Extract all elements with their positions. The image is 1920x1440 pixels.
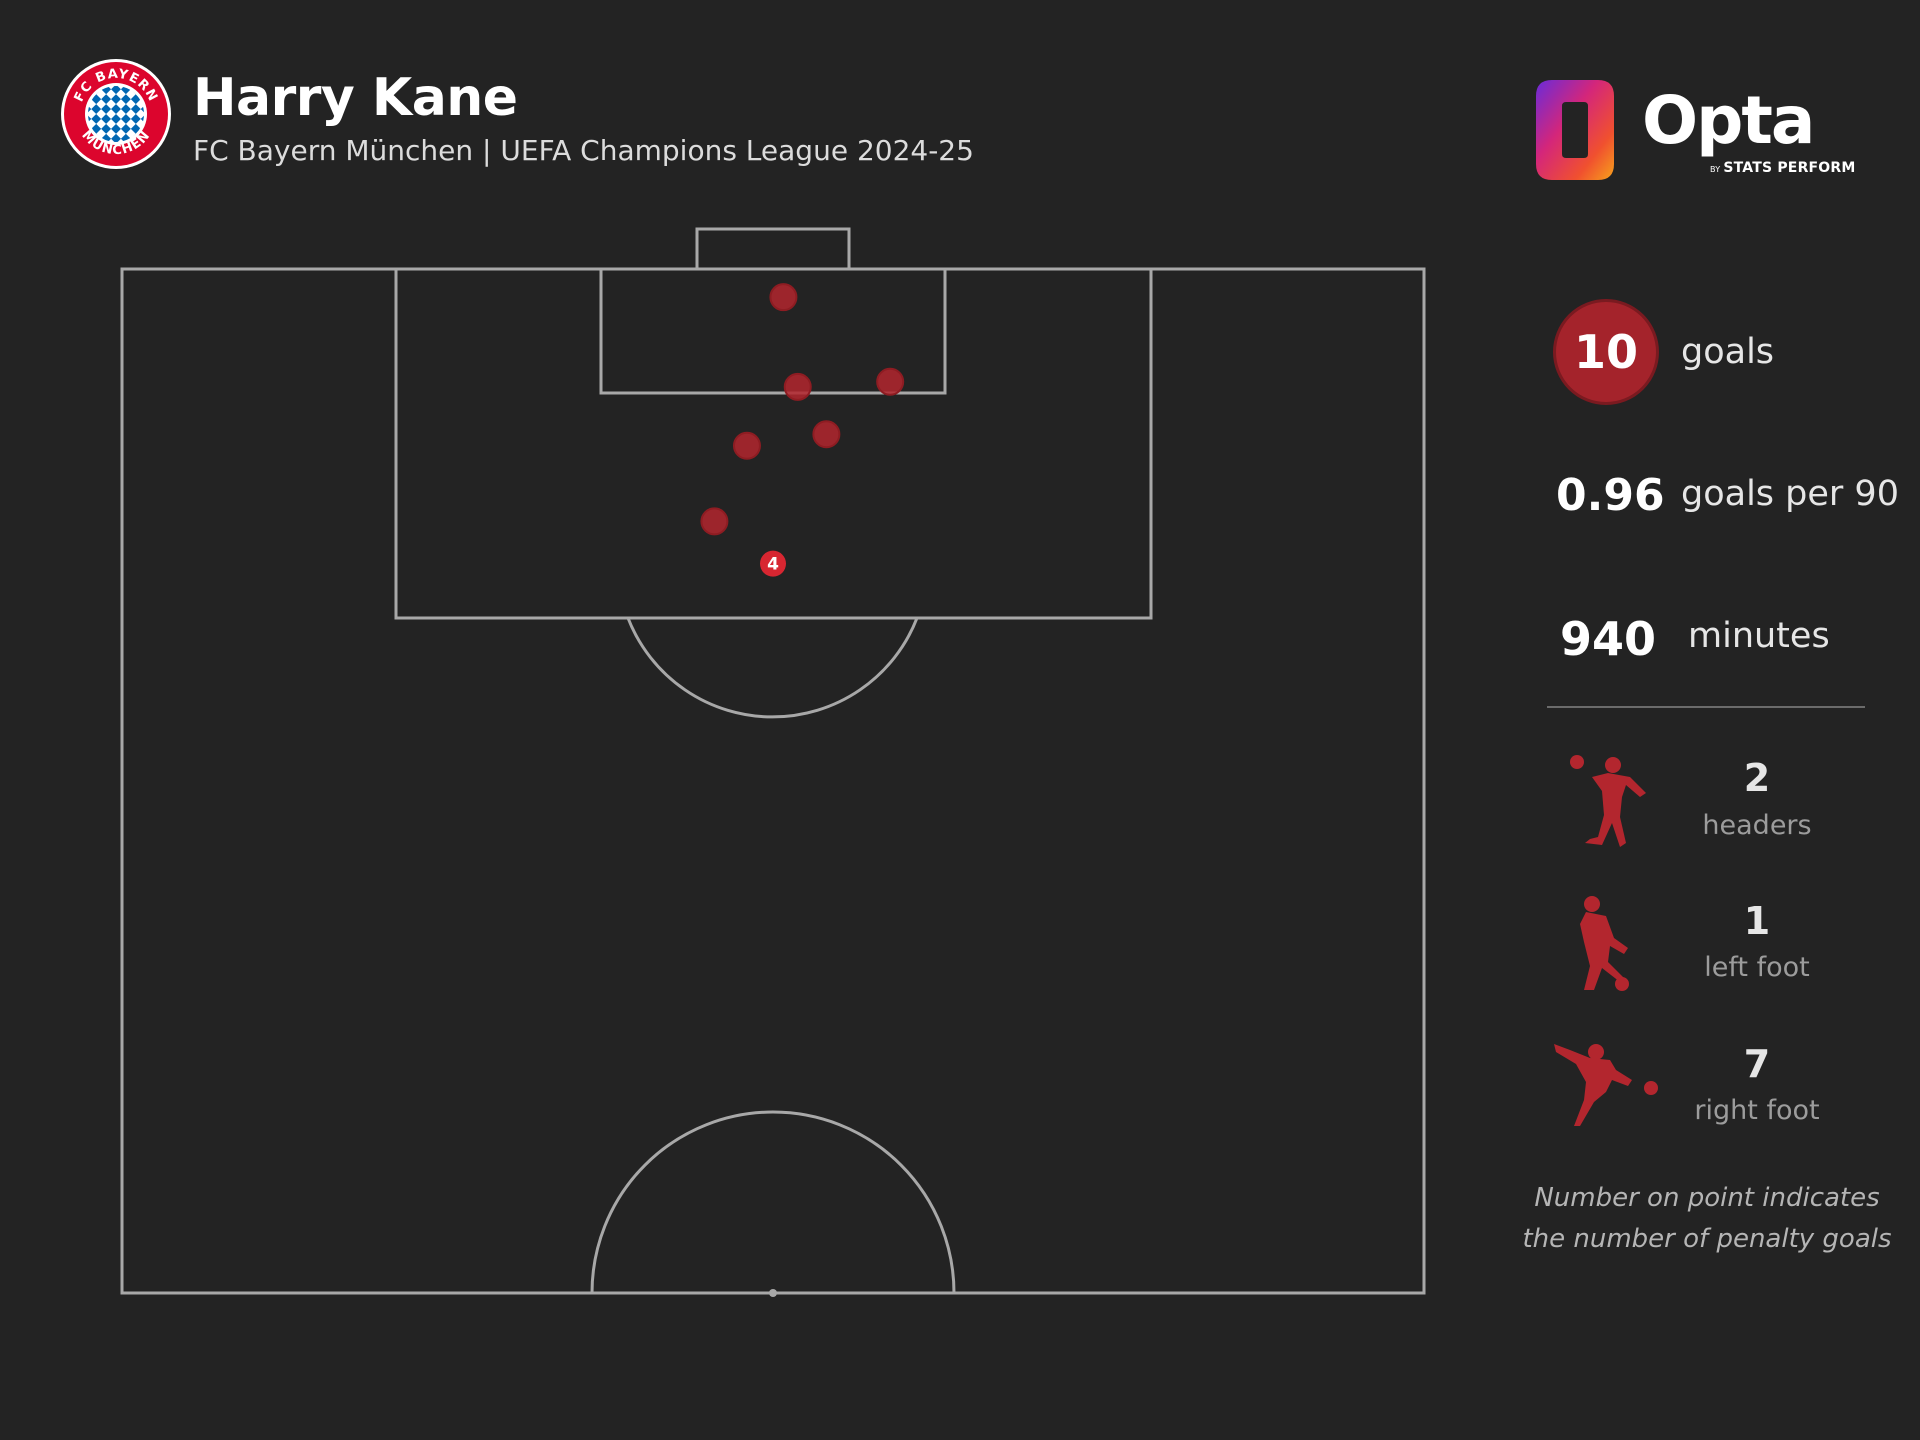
left-foot-count: 1 — [1743, 899, 1771, 943]
goal-point — [812, 420, 841, 449]
left-foot-player-icon — [1580, 896, 1629, 991]
headers-count: 2 — [1743, 756, 1771, 800]
goal-points: 4 — [700, 283, 905, 577]
opta-mark-icon — [1536, 80, 1614, 180]
goal-point — [732, 431, 761, 460]
penalty-note: Number on point indicates the number of … — [1522, 1183, 1892, 1254]
header-player-icon — [1570, 755, 1646, 847]
subtitle: FC Bayern München | UEFA Champions Leagu… — [193, 134, 974, 167]
fc-bayern-crest-icon: FC BAYERN MÜNCHEN — [61, 59, 171, 169]
penalty-count-label: 4 — [767, 555, 779, 575]
penalty-goal-point — [760, 550, 786, 577]
goals-total-circle: 10 — [1553, 299, 1659, 405]
left-foot-label: left foot — [1704, 952, 1810, 983]
right-foot-count: 7 — [1743, 1042, 1771, 1086]
headers-label: headers — [1702, 810, 1812, 841]
right-foot-player-icon — [1554, 1044, 1658, 1126]
player-name: Harry Kane — [193, 68, 518, 128]
minutes-label: minutes — [1688, 616, 1830, 656]
opta-tagline-text: STATS PERFORM — [1723, 160, 1856, 176]
minutes-value: 940 — [1560, 612, 1657, 666]
goal-point — [783, 372, 812, 401]
goals-per-90-value: 0.96 — [1556, 470, 1665, 521]
centre-spot — [769, 1289, 777, 1297]
opta-tagline: BY STATS PERFORM — [1710, 160, 1856, 176]
opta-wordmark: Opta — [1642, 82, 1815, 159]
penalty-arc — [626, 617, 919, 719]
goal-point — [769, 283, 798, 312]
six-yard-box — [599, 267, 947, 395]
opta-tagline-by: BY — [1710, 165, 1721, 174]
goal-frame — [695, 227, 851, 271]
right-foot-label: right foot — [1694, 1095, 1820, 1126]
goals-label: goals — [1681, 332, 1775, 372]
centre-circle — [590, 1110, 956, 1294]
stats-divider — [1547, 706, 1865, 708]
goal-point — [876, 367, 905, 396]
pitch-outline — [120, 267, 1426, 1295]
goals-per-90-label: goals per 90 — [1681, 474, 1899, 514]
goal-point — [700, 507, 729, 536]
